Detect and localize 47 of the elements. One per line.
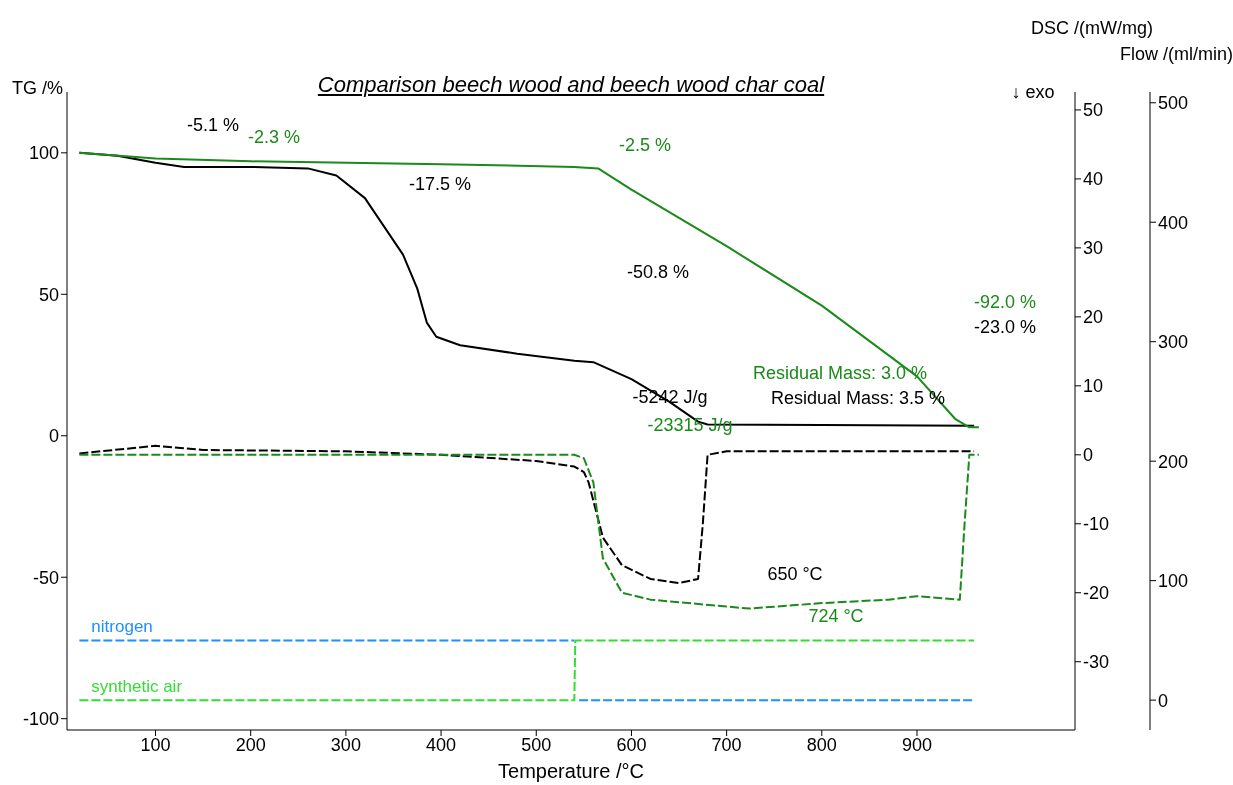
annotation: -92.0 % [973, 291, 1037, 313]
annotation: -5.1 % [186, 114, 240, 136]
y2-tick-label: 40 [1083, 169, 1104, 190]
y2-tick-label: 0 [1083, 445, 1094, 466]
x-axis-title: Temperature /°C [497, 760, 645, 783]
y3-tick-label: 200 [1158, 451, 1189, 472]
x-tick-label: 700 [711, 734, 742, 755]
x-tick-label: 200 [235, 734, 266, 755]
y-tick-label: 100 [28, 143, 59, 164]
y2-tick-label: -30 [1083, 652, 1110, 673]
y3-axis-title: Flow /(ml/min) [1120, 44, 1233, 65]
y2-tick-label: -10 [1083, 514, 1110, 535]
x-tick-label: 100 [140, 734, 171, 755]
annotation: -23.0 % [973, 316, 1037, 338]
annotation: -50.8 % [626, 261, 690, 283]
annotation: 724 °C [808, 605, 864, 627]
y3-tick-label: 0 [1158, 690, 1169, 711]
annotation: -17.5 % [408, 173, 472, 195]
y-tick-label: -50 [32, 567, 59, 588]
annotation: 650 °C [767, 563, 823, 585]
x-tick-label: 500 [521, 734, 552, 755]
annotation: ↓ exo [1011, 81, 1055, 103]
y2-tick-label: 20 [1083, 307, 1104, 328]
series-label: synthetic air [91, 677, 183, 697]
x-tick-label: 400 [426, 734, 457, 755]
annotation: -2.3 % [247, 126, 301, 148]
y-axis-title: TG /% [12, 78, 64, 99]
x-tick-label: 800 [806, 734, 837, 755]
y-tick-label: -100 [22, 709, 59, 730]
x-tick-label: 900 [901, 734, 933, 755]
y2-tick-label: -20 [1083, 583, 1110, 604]
y2-tick-label: 10 [1083, 376, 1104, 397]
chart-title: Comparison beech wood and beech wood char coal [317, 72, 825, 97]
y2-axis-title: DSC /(mW/mg) [1031, 18, 1153, 39]
y2-tick-label: 50 [1083, 100, 1104, 121]
y2-tick-label: 30 [1083, 238, 1104, 259]
y3-tick-label: 300 [1158, 332, 1189, 353]
y-tick-label: 0 [48, 426, 59, 447]
series-label: nitrogen [91, 617, 153, 637]
line-series [78, 453, 980, 610]
y3-tick-label: 400 [1158, 212, 1189, 233]
x-tick-label: 600 [616, 734, 647, 755]
y3-tick-label: 500 [1158, 93, 1189, 114]
y3-tick-label: 100 [1158, 571, 1189, 592]
x-tick-label: 300 [330, 734, 361, 755]
annotation: -2.5 % [618, 134, 672, 156]
y-tick-label: 50 [38, 284, 59, 305]
